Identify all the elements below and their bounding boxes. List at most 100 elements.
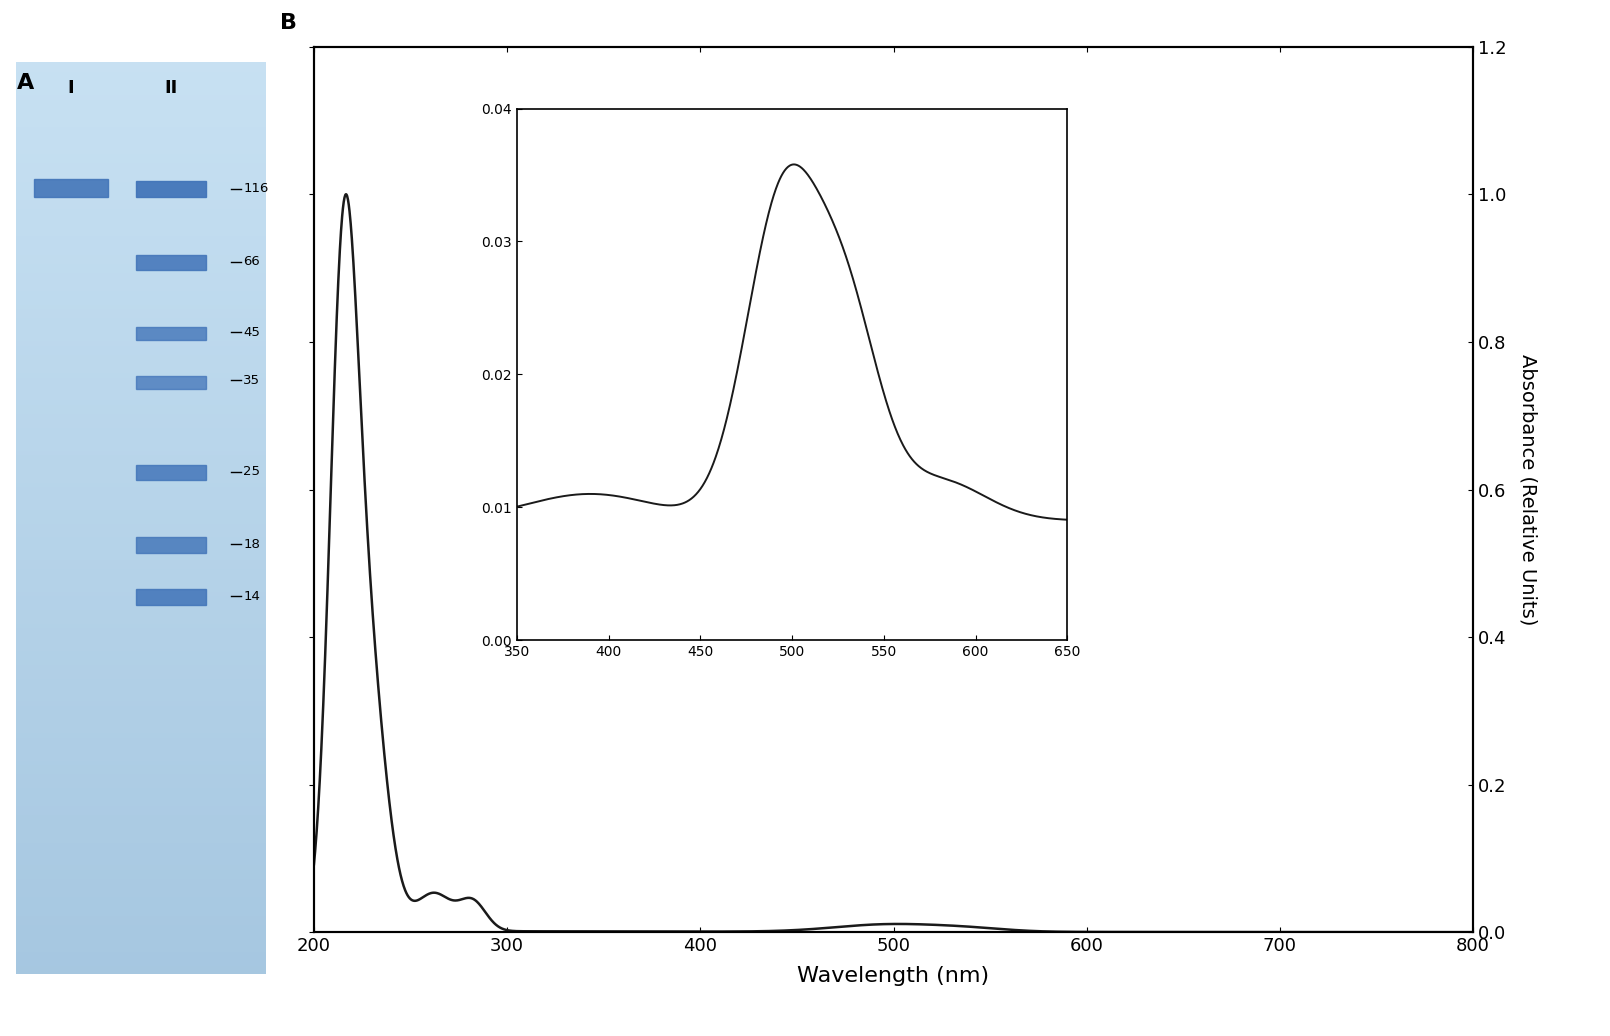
Bar: [16, 372, 266, 377]
Text: 14: 14: [243, 589, 261, 603]
Bar: [16, 66, 266, 71]
Bar: [16, 277, 266, 281]
Bar: [16, 737, 266, 742]
Bar: [16, 645, 266, 651]
Bar: [16, 463, 266, 468]
Bar: [16, 691, 266, 696]
Bar: [16, 873, 266, 879]
Bar: [16, 226, 266, 231]
Bar: [16, 208, 266, 212]
Text: A: A: [16, 74, 34, 93]
Bar: [16, 195, 266, 199]
Bar: [16, 746, 266, 750]
Text: B: B: [280, 13, 296, 33]
Bar: [16, 810, 266, 814]
Bar: [16, 482, 266, 486]
Bar: [16, 459, 266, 463]
Bar: [16, 167, 266, 172]
Bar: [16, 104, 266, 108]
Text: 35: 35: [243, 374, 261, 386]
Bar: [16, 286, 266, 290]
Bar: [16, 121, 266, 126]
Bar: [16, 140, 266, 144]
Bar: [16, 395, 266, 400]
Bar: [16, 499, 266, 505]
Bar: [16, 408, 266, 413]
Bar: [16, 860, 266, 864]
Bar: [16, 924, 266, 928]
Bar: [16, 618, 266, 623]
Bar: [16, 869, 266, 873]
Bar: [16, 915, 266, 919]
Bar: [16, 254, 266, 258]
Text: 66: 66: [243, 255, 259, 268]
Bar: [16, 851, 266, 856]
Bar: [16, 98, 266, 104]
Bar: [16, 235, 266, 240]
Bar: [16, 486, 266, 491]
Bar: [16, 837, 266, 841]
Bar: [16, 299, 266, 304]
Bar: [16, 108, 266, 112]
Bar: [16, 509, 266, 514]
Bar: [16, 149, 266, 153]
Bar: [16, 613, 266, 618]
Bar: [16, 641, 266, 645]
Bar: [16, 879, 266, 883]
Bar: [16, 704, 266, 710]
Bar: [135, 256, 206, 270]
Bar: [16, 732, 266, 737]
X-axis label: Wavelength (nm): Wavelength (nm): [797, 967, 990, 986]
Bar: [16, 537, 266, 541]
Text: 45: 45: [243, 325, 261, 339]
Bar: [16, 81, 266, 85]
Bar: [16, 326, 266, 332]
Bar: [16, 714, 266, 719]
Bar: [16, 445, 266, 450]
Bar: [16, 668, 266, 673]
Bar: [135, 326, 206, 340]
Bar: [16, 527, 266, 531]
Bar: [16, 773, 266, 778]
Bar: [16, 605, 266, 609]
Bar: [16, 180, 266, 185]
Bar: [16, 322, 266, 326]
Text: 18: 18: [243, 538, 261, 551]
Bar: [16, 218, 266, 222]
Bar: [16, 586, 266, 591]
Bar: [16, 928, 266, 932]
Bar: [16, 163, 266, 167]
Bar: [16, 932, 266, 938]
Bar: [16, 203, 266, 208]
Bar: [16, 62, 266, 66]
Bar: [16, 112, 266, 117]
Bar: [16, 550, 266, 554]
Bar: [16, 172, 266, 176]
Bar: [16, 153, 266, 157]
Bar: [16, 545, 266, 550]
Bar: [16, 454, 266, 459]
Bar: [16, 418, 266, 423]
Bar: [16, 514, 266, 518]
Bar: [16, 126, 266, 131]
Text: II: II: [164, 79, 177, 96]
Bar: [16, 400, 266, 404]
Bar: [16, 664, 266, 668]
Bar: [16, 700, 266, 704]
Bar: [16, 600, 266, 605]
Bar: [16, 491, 266, 495]
Bar: [16, 385, 266, 391]
Bar: [16, 131, 266, 135]
Bar: [16, 290, 266, 294]
Bar: [16, 349, 266, 354]
Bar: [16, 765, 266, 769]
Bar: [16, 846, 266, 851]
Text: I: I: [68, 79, 74, 96]
Bar: [16, 960, 266, 965]
Bar: [16, 531, 266, 537]
Bar: [16, 659, 266, 664]
Bar: [16, 294, 266, 299]
Bar: [16, 249, 266, 254]
Bar: [16, 559, 266, 564]
Bar: [16, 687, 266, 691]
